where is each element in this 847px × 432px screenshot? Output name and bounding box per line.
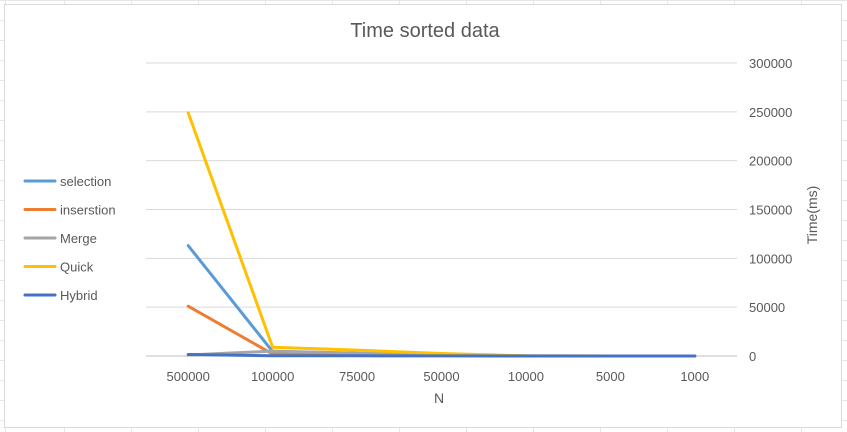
y-axis-title: Time(ms) xyxy=(804,186,820,245)
y-tick-label: 300000 xyxy=(749,56,792,71)
legend-label: inserstion xyxy=(60,203,116,218)
x-tick-label: 75000 xyxy=(339,369,375,384)
x-tick-label: 5000 xyxy=(596,369,625,384)
legend-label: Hybrid xyxy=(60,288,98,303)
legend: selection inserstion Merge Quick Hybrid xyxy=(23,174,116,303)
y-tick-label: 150000 xyxy=(749,203,792,218)
legend-label: Quick xyxy=(60,260,94,275)
series-line-selection xyxy=(186,244,697,358)
x-tick-label: 50000 xyxy=(423,369,459,384)
y-tick-label: 50000 xyxy=(749,300,785,315)
y-axis-ticks: 0 50000 100000 150000 200000 250000 300000 xyxy=(749,56,792,364)
x-tick-label: 1000 xyxy=(680,369,709,384)
x-axis-title: N xyxy=(434,390,444,406)
x-tick-label: 500000 xyxy=(167,369,210,384)
x-axis-ticks: 500000 100000 75000 50000 10000 5000 1000 xyxy=(167,369,710,384)
x-tick-label: 10000 xyxy=(508,369,544,384)
series-line-quick xyxy=(186,111,697,358)
series-line-hybrid xyxy=(186,353,697,358)
x-tick-label: 100000 xyxy=(251,369,294,384)
line-chart: 0 50000 100000 150000 200000 250000 300000 500… xyxy=(23,20,820,406)
legend-label: Merge xyxy=(60,231,97,246)
legend-label: selection xyxy=(60,174,111,189)
y-tick-label: 200000 xyxy=(749,154,792,169)
chart-area[interactable]: 0 50000 100000 150000 200000 250000 300000 500… xyxy=(4,4,842,428)
series-lines xyxy=(186,111,697,358)
chart-title: Time sorted data xyxy=(350,20,500,42)
y-tick-label: 0 xyxy=(749,349,756,364)
y-tick-label: 100000 xyxy=(749,251,792,266)
gridlines xyxy=(146,62,737,357)
series-line-inserstion xyxy=(186,304,697,358)
y-tick-label: 250000 xyxy=(749,105,792,120)
